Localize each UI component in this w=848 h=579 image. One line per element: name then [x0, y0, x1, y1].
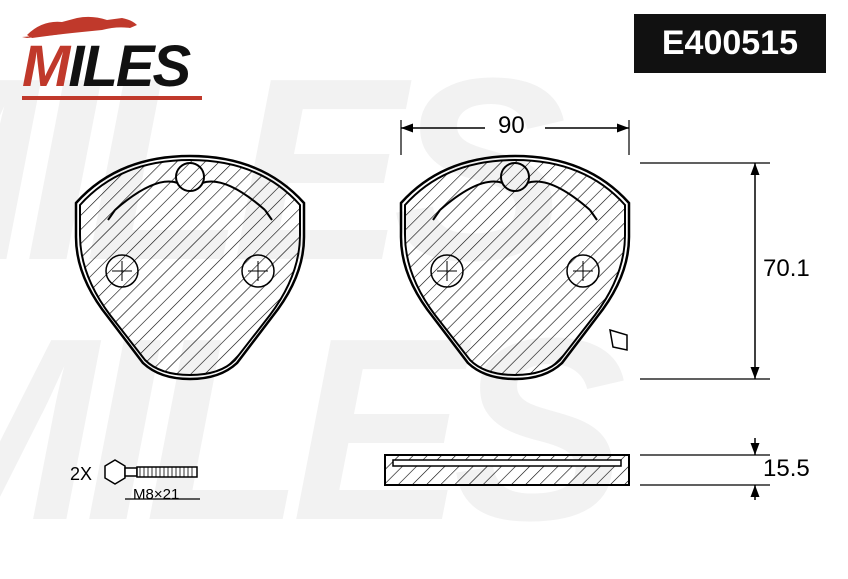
dimension-thickness-value: 15.5 [763, 455, 810, 483]
bolt-qty-label: 2X [70, 464, 92, 485]
dimension-width-value: 90 [498, 112, 525, 140]
brake-pad-left [76, 156, 304, 379]
brand-logo: MILES [22, 10, 202, 100]
brake-pad-right [401, 156, 629, 379]
dimension-height [640, 163, 770, 379]
brake-pad-side-view [385, 455, 629, 485]
part-number-badge: E400515 [634, 14, 826, 73]
bolt-spec-label: M8×21 [133, 486, 179, 503]
brand-name: MILES [22, 33, 202, 100]
dimension-height-value: 70.1 [763, 255, 810, 283]
dimension-thickness [640, 438, 770, 500]
